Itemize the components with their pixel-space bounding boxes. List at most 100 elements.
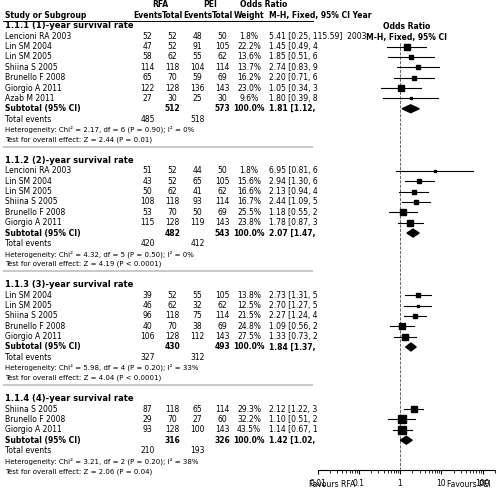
Text: Brunello F 2008: Brunello F 2008 [5, 415, 65, 424]
Text: 2.74 [0.83, 9.00]  2005: 2.74 [0.83, 9.00] 2005 [269, 63, 357, 72]
Text: 69: 69 [218, 208, 228, 217]
Text: 70: 70 [168, 322, 177, 331]
Text: 2.44 [1.09, 5.44]  2005: 2.44 [1.09, 5.44] 2005 [269, 197, 357, 207]
Text: 12.5%: 12.5% [237, 301, 261, 310]
Text: 1.09 [0.56, 2.13]  2008: 1.09 [0.56, 2.13] 2008 [269, 322, 357, 331]
Polygon shape [402, 105, 419, 113]
Text: 193: 193 [190, 446, 205, 455]
Text: 326: 326 [214, 436, 230, 445]
Text: 70: 70 [168, 415, 177, 424]
Text: Giorgio A 2011: Giorgio A 2011 [5, 332, 62, 341]
Text: 13.8%: 13.8% [237, 291, 261, 300]
Text: 15.6%: 15.6% [237, 177, 261, 186]
Text: Giorgio A 2011: Giorgio A 2011 [5, 426, 62, 434]
Polygon shape [406, 343, 416, 351]
Text: 2.13 [0.94, 4.85]  2005: 2.13 [0.94, 4.85] 2005 [269, 187, 357, 196]
Text: 43.5%: 43.5% [237, 426, 261, 434]
Text: 51: 51 [142, 166, 152, 176]
Text: 91: 91 [192, 42, 202, 51]
Text: 6.95 [0.81, 60.01]  2003: 6.95 [0.81, 60.01] 2003 [269, 166, 362, 176]
Text: 119: 119 [190, 218, 204, 227]
Text: Lin SM 2005: Lin SM 2005 [5, 301, 52, 310]
Text: 1.8%: 1.8% [240, 166, 258, 176]
Text: Total events: Total events [5, 115, 52, 123]
Text: Events: Events [133, 11, 162, 20]
Text: 1.18 [0.55, 2.53]  2008: 1.18 [0.55, 2.53] 2008 [269, 208, 356, 217]
Text: 1.80 [0.39, 8.32]  2011: 1.80 [0.39, 8.32] 2011 [269, 94, 356, 103]
Text: Test for overall effect: Z = 4.04 (P < 0.0001): Test for overall effect: Z = 4.04 (P < 0… [5, 375, 161, 381]
Text: 13.7%: 13.7% [237, 63, 261, 72]
Text: 65: 65 [192, 177, 202, 186]
Text: 1.84 [1.37, 2.46]: 1.84 [1.37, 2.46] [269, 342, 340, 351]
Text: Shiina S 2005: Shiina S 2005 [5, 311, 58, 320]
Text: 22.2%: 22.2% [237, 42, 261, 51]
Text: Lencioni RA 2003: Lencioni RA 2003 [5, 166, 71, 176]
Text: 53: 53 [142, 208, 152, 217]
Text: 412: 412 [190, 239, 204, 248]
Text: 62: 62 [168, 53, 177, 62]
Text: 118: 118 [166, 197, 179, 207]
Text: Giorgio A 2011: Giorgio A 2011 [5, 84, 62, 92]
Text: Test for overall effect: Z = 2.44 (P = 0.01): Test for overall effect: Z = 2.44 (P = 0… [5, 137, 152, 143]
Text: 16.6%: 16.6% [237, 187, 261, 196]
Text: Shiina S 2005: Shiina S 2005 [5, 63, 58, 72]
Text: Subtotal (95% CI): Subtotal (95% CI) [5, 104, 80, 113]
Text: 50: 50 [218, 32, 228, 41]
Text: 1.81 [1.12, 2.92]: 1.81 [1.12, 2.92] [269, 104, 340, 113]
Text: 29: 29 [142, 415, 152, 424]
Text: Lin SM 2004: Lin SM 2004 [5, 42, 52, 51]
Text: 1.1.4 (4)-year survival rate: 1.1.4 (4)-year survival rate [5, 394, 134, 403]
Text: Giorgio A 2011: Giorgio A 2011 [5, 218, 62, 227]
Text: 1.1.3 (3)-year survival rate: 1.1.3 (3)-year survival rate [5, 280, 134, 289]
Text: 50: 50 [192, 208, 202, 217]
Text: 420: 420 [140, 239, 155, 248]
Text: 69: 69 [218, 73, 228, 82]
Polygon shape [400, 436, 412, 444]
Text: 100.0%: 100.0% [233, 342, 265, 351]
Text: Lin SM 2004: Lin SM 2004 [5, 291, 52, 300]
Text: 512: 512 [164, 104, 180, 113]
Text: 143: 143 [215, 218, 230, 227]
Text: 21.5%: 21.5% [237, 311, 261, 320]
Text: Subtotal (95% CI): Subtotal (95% CI) [5, 229, 80, 238]
Text: 573: 573 [214, 104, 230, 113]
Text: 16.2%: 16.2% [237, 73, 261, 82]
Text: 87: 87 [142, 404, 152, 414]
Text: 482: 482 [164, 229, 180, 238]
Text: 52: 52 [168, 42, 177, 51]
Text: 128: 128 [166, 84, 179, 92]
Text: Favours PEI: Favours PEI [446, 480, 490, 489]
Text: 65: 65 [192, 404, 202, 414]
Text: Brunello F 2008: Brunello F 2008 [5, 322, 65, 331]
Text: 60: 60 [218, 415, 228, 424]
Text: Heterogeneity: Chi² = 4.32, df = 5 (P = 0.50); I² = 0%: Heterogeneity: Chi² = 4.32, df = 5 (P = … [5, 250, 194, 257]
Text: 1.05 [0.34, 3.20]  2011: 1.05 [0.34, 3.20] 2011 [269, 84, 357, 92]
Text: 52: 52 [168, 32, 177, 41]
Text: 100: 100 [190, 426, 205, 434]
Text: 143: 143 [215, 426, 230, 434]
Text: 48: 48 [192, 32, 202, 41]
Text: Total: Total [212, 11, 233, 20]
Polygon shape [407, 229, 419, 237]
Text: 327: 327 [140, 353, 155, 362]
Text: Heterogeneity: Chi² = 3.21, df = 2 (P = 0.20); I² = 38%: Heterogeneity: Chi² = 3.21, df = 2 (P = … [5, 457, 198, 464]
Text: 52: 52 [168, 166, 177, 176]
Text: 23.0%: 23.0% [237, 84, 261, 92]
Text: 114: 114 [216, 404, 230, 414]
Text: 24.8%: 24.8% [237, 322, 261, 331]
Text: 2.20 [0.71, 6.82]  2008: 2.20 [0.71, 6.82] 2008 [269, 73, 356, 82]
Text: 114: 114 [216, 311, 230, 320]
Text: Brunello F 2008: Brunello F 2008 [5, 73, 65, 82]
Text: PEI: PEI [203, 0, 217, 9]
Text: 2.12 [1.22, 3.68]  2005: 2.12 [1.22, 3.68] 2005 [269, 404, 356, 414]
Text: 1.33 [0.73, 2.45]  2011: 1.33 [0.73, 2.45] 2011 [269, 332, 357, 341]
Text: 122: 122 [140, 84, 154, 92]
Text: 112: 112 [190, 332, 204, 341]
Text: Favours RFA: Favours RFA [308, 480, 355, 489]
Text: 25.5%: 25.5% [237, 208, 261, 217]
Text: 52: 52 [168, 291, 177, 300]
Text: 43: 43 [142, 177, 152, 186]
Text: 2.07 [1.47, 2.91]: 2.07 [1.47, 2.91] [269, 229, 340, 238]
Text: 1.1.2 (2)-year survival rate: 1.1.2 (2)-year survival rate [5, 156, 134, 165]
Text: 62: 62 [218, 187, 228, 196]
